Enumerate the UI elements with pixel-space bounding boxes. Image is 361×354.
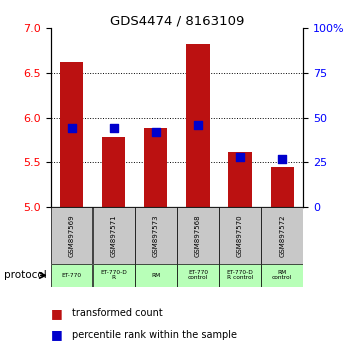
Text: ET-770-D
R: ET-770-D R: [100, 270, 127, 280]
Text: percentile rank within the sample: percentile rank within the sample: [72, 330, 237, 339]
Point: [69, 126, 74, 131]
Text: GSM897573: GSM897573: [153, 214, 159, 257]
Bar: [60, 62, 83, 207]
Text: GSM897570: GSM897570: [237, 214, 243, 257]
Bar: [271, 167, 294, 207]
Bar: [177, 264, 219, 287]
Bar: [186, 44, 209, 207]
Text: ET-770
control: ET-770 control: [188, 270, 208, 280]
Point: [279, 156, 285, 162]
Text: ET-770-D
R control: ET-770-D R control: [227, 270, 253, 280]
Title: GDS4474 / 8163109: GDS4474 / 8163109: [110, 14, 244, 27]
Text: GSM897569: GSM897569: [69, 214, 75, 257]
Bar: [219, 207, 261, 264]
Bar: [135, 264, 177, 287]
Bar: [177, 207, 219, 264]
Bar: [261, 207, 303, 264]
Point: [111, 126, 117, 131]
Text: GSM897568: GSM897568: [195, 214, 201, 257]
Bar: [51, 264, 92, 287]
Bar: [102, 137, 125, 207]
Text: RM
control: RM control: [272, 270, 292, 280]
Text: GSM897572: GSM897572: [279, 214, 285, 257]
Text: RM: RM: [151, 273, 160, 278]
Bar: [93, 264, 135, 287]
Bar: [219, 264, 261, 287]
Point: [237, 154, 243, 160]
Bar: [261, 264, 303, 287]
Bar: [144, 129, 168, 207]
Point: [195, 122, 201, 128]
Text: protocol: protocol: [4, 270, 46, 280]
Text: ET-770: ET-770: [61, 273, 82, 278]
Bar: [135, 207, 177, 264]
Bar: [93, 207, 135, 264]
Bar: [229, 152, 252, 207]
Point: [153, 129, 159, 135]
Text: transformed count: transformed count: [72, 308, 163, 318]
Text: ■: ■: [51, 328, 62, 341]
Text: ■: ■: [51, 307, 62, 320]
Bar: [51, 207, 92, 264]
Text: GSM897571: GSM897571: [111, 214, 117, 257]
